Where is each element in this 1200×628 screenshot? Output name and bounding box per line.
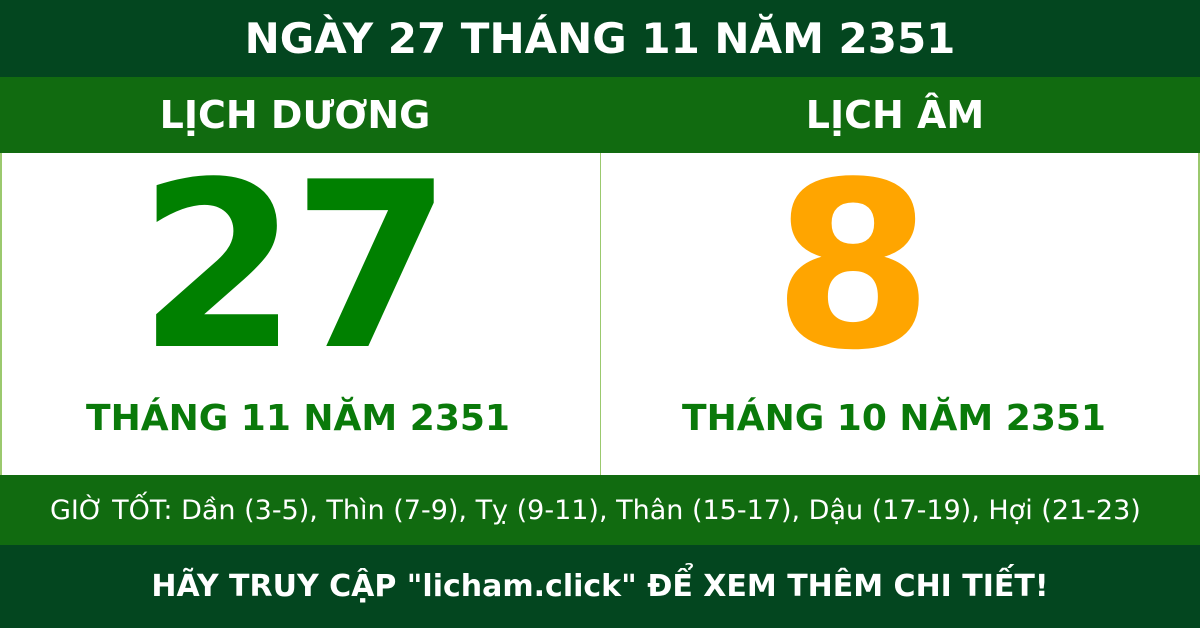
lunar-calendar-label: LỊCH ÂM	[805, 93, 985, 137]
footer-cta: HÃY TRUY CẬP "licham.click" ĐỂ XEM THÊM …	[0, 545, 1200, 628]
calendar-type-header: LỊCH DƯƠNG LỊCH ÂM	[0, 77, 1200, 153]
solar-day: 27	[137, 134, 452, 401]
good-hours: GIỜ TỐT: Dần (3-5), Thìn (7-9), Tỵ (9-11…	[0, 475, 1200, 545]
solar-month-year: THÁNG 11 NĂM 2351	[86, 398, 510, 439]
divider	[600, 153, 601, 475]
solar-calendar-label: LỊCH DƯƠNG	[159, 93, 431, 137]
lunar-date: 8 THÁNG 10 NĂM 2351	[600, 153, 1200, 475]
lunar-month-year: THÁNG 10 NĂM 2351	[682, 398, 1106, 439]
solar-date: 27 THÁNG 11 NĂM 2351	[0, 153, 600, 475]
page-title: NGÀY 27 THÁNG 11 NĂM 2351	[0, 0, 1200, 77]
lunar-day: 8	[772, 134, 933, 401]
